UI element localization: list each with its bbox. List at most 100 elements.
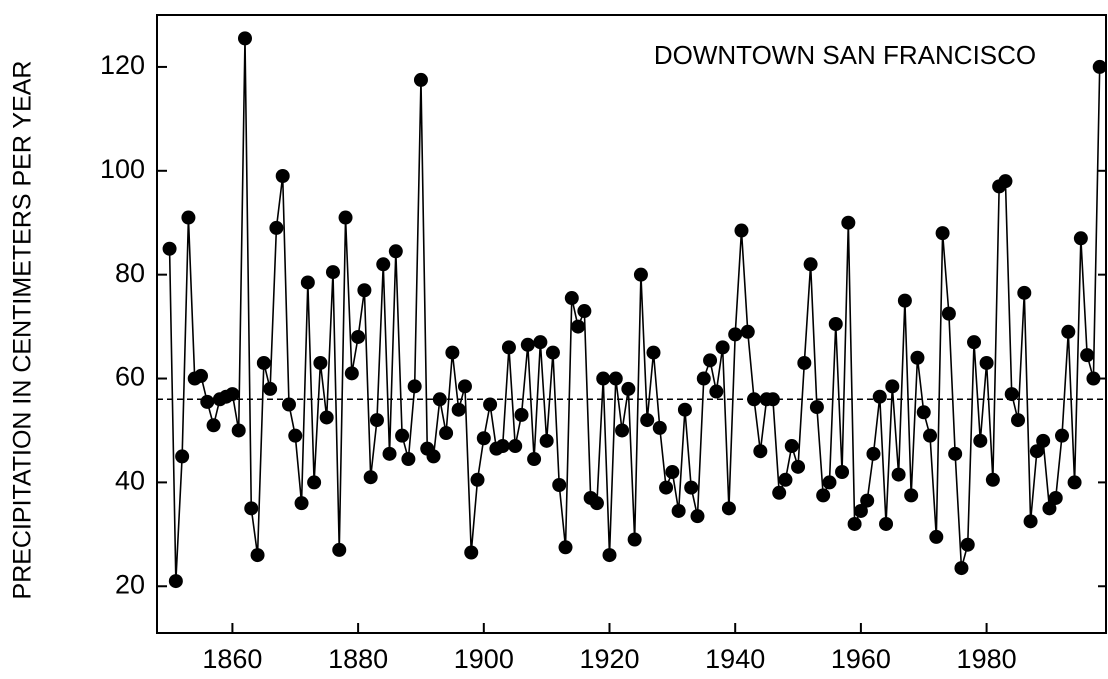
data-point: [483, 397, 498, 412]
data-point: [401, 452, 416, 467]
data-line: [168, 38, 1101, 582]
data-point: [728, 327, 743, 342]
data-point: [363, 470, 378, 485]
data-point: [841, 215, 856, 230]
data-point: [1004, 387, 1019, 402]
data-point: [1061, 324, 1076, 339]
data-point: [476, 431, 491, 446]
y-tick-label: 100: [100, 154, 145, 184]
data-point: [1067, 475, 1082, 490]
data-point: [916, 405, 931, 420]
data-point: [369, 413, 384, 428]
data-point: [552, 477, 567, 492]
data-point: [413, 72, 428, 87]
data-point: [545, 345, 560, 360]
data-point: [703, 353, 718, 368]
data-point: [835, 465, 850, 480]
data-point: [382, 446, 397, 461]
data-point: [432, 392, 447, 407]
data-point: [231, 423, 246, 438]
data-point: [690, 509, 705, 524]
data-point: [407, 379, 422, 394]
data-point: [973, 433, 988, 448]
x-tick-label: 1860: [202, 644, 262, 674]
y-axis-label: PRECIPITATION IN CENTIMETERS PER YEAR: [9, 61, 37, 600]
data-point: [451, 402, 466, 417]
data-point: [200, 394, 215, 409]
data-point: [263, 381, 278, 396]
data-point: [589, 496, 604, 511]
data-point: [784, 439, 799, 454]
data-point: [527, 452, 542, 467]
data-point: [885, 379, 900, 394]
data-point: [803, 257, 818, 272]
data-point: [1042, 501, 1057, 516]
data-point: [665, 465, 680, 480]
data-point: [1092, 59, 1107, 74]
data-point: [533, 335, 548, 350]
data-point: [464, 545, 479, 560]
data-point: [897, 293, 912, 308]
data-point: [646, 345, 661, 360]
y-tick-label: 40: [115, 466, 145, 496]
data-point: [1048, 490, 1063, 505]
data-point: [1011, 413, 1026, 428]
data-point: [602, 548, 617, 563]
data-point: [791, 459, 806, 474]
data-point: [979, 355, 994, 370]
data-point: [715, 340, 730, 355]
data-point: [615, 423, 630, 438]
data-point: [275, 168, 290, 183]
x-tick-label: 1900: [454, 644, 514, 674]
data-point: [351, 329, 366, 344]
data-point: [640, 413, 655, 428]
data-point: [967, 335, 982, 350]
data-point: [709, 384, 724, 399]
data-point: [772, 485, 787, 500]
data-point: [256, 355, 271, 370]
data-point: [514, 407, 529, 422]
data-point: [659, 480, 674, 495]
data-point: [910, 350, 925, 365]
data-point: [501, 340, 516, 355]
data-point: [1023, 514, 1038, 529]
data-point: [344, 366, 359, 381]
data-point: [677, 402, 692, 417]
data-point: [338, 210, 353, 225]
data-point: [621, 381, 636, 396]
data-point: [696, 371, 711, 386]
data-point: [426, 449, 441, 464]
y-tick-label: 120: [100, 50, 145, 80]
data-point: [571, 319, 586, 334]
y-tick-label: 20: [115, 569, 145, 599]
x-tick-label: 1880: [328, 644, 388, 674]
data-point: [1055, 428, 1070, 443]
data-point: [633, 267, 648, 282]
data-point: [470, 472, 485, 487]
data-point: [457, 379, 472, 394]
data-point: [281, 397, 296, 412]
data-point: [319, 410, 334, 425]
data-point: [564, 291, 579, 306]
data-point: [822, 475, 837, 490]
y-tick-label: 60: [115, 362, 145, 392]
data-point: [923, 428, 938, 443]
data-point: [929, 529, 944, 544]
data-point: [1080, 348, 1095, 363]
x-tick-label: 1980: [957, 644, 1017, 674]
data-point: [960, 537, 975, 552]
data-point: [294, 496, 309, 511]
data-point: [828, 317, 843, 331]
data-point: [269, 220, 284, 235]
data-point: [734, 223, 749, 238]
data-point: [225, 387, 240, 402]
data-point: [891, 467, 906, 482]
data-point: [495, 439, 510, 454]
data-point: [206, 418, 221, 433]
data-point: [193, 368, 208, 383]
data-point: [853, 503, 868, 518]
data-point: [941, 306, 956, 321]
data-point: [721, 501, 736, 516]
data-point: [357, 283, 372, 298]
